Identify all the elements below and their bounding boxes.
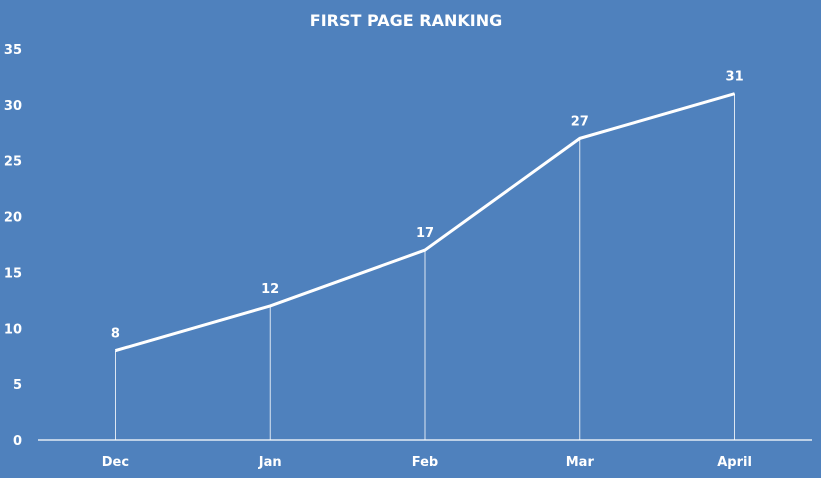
y-axis-labels: 0 5 10 15 20 25 30 35 <box>4 43 22 449</box>
y-tick-label: 30 <box>4 99 22 114</box>
x-tick-label: Mar <box>566 455 595 470</box>
y-tick-label: 25 <box>4 155 22 170</box>
y-tick-label: 0 <box>13 434 22 449</box>
data-label: 31 <box>726 70 744 85</box>
x-axis-labels: Dec Jan Feb Mar April <box>102 455 752 470</box>
y-tick-label: 15 <box>4 266 22 281</box>
y-tick-label: 35 <box>4 43 22 58</box>
drop-lines <box>115 93 735 440</box>
y-tick-label: 20 <box>4 211 22 226</box>
x-tick-label: Dec <box>102 455 129 470</box>
data-labels: 8 12 17 27 31 <box>111 70 744 342</box>
y-tick-label: 10 <box>4 322 22 337</box>
data-label: 12 <box>261 282 279 297</box>
y-tick-label: 5 <box>13 378 22 393</box>
data-label: 17 <box>416 226 434 241</box>
data-label: 8 <box>111 327 120 342</box>
x-tick-label: Feb <box>412 455 438 470</box>
x-tick-label: Jan <box>258 455 282 470</box>
x-tick-label: April <box>717 455 752 470</box>
chart-title: FIRST PAGE RANKING <box>310 11 502 30</box>
series-line <box>114 92 736 353</box>
data-label: 27 <box>571 114 589 129</box>
